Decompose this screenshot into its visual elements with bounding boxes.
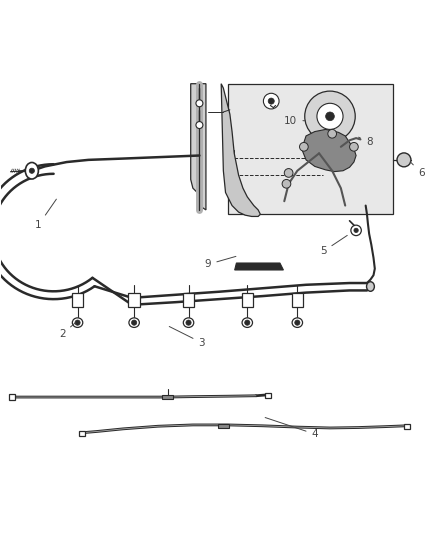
Polygon shape (221, 84, 260, 216)
Ellipse shape (25, 163, 39, 179)
Text: 5: 5 (320, 236, 347, 256)
Circle shape (186, 320, 191, 325)
Text: 10: 10 (284, 116, 305, 126)
Circle shape (354, 228, 358, 232)
Circle shape (196, 100, 203, 107)
Ellipse shape (184, 318, 194, 327)
Bar (228, 84, 393, 214)
Ellipse shape (72, 318, 83, 327)
Bar (292, 293, 303, 306)
Circle shape (295, 320, 300, 325)
Ellipse shape (292, 318, 303, 327)
Circle shape (351, 225, 361, 236)
Circle shape (350, 142, 358, 151)
Ellipse shape (129, 318, 139, 327)
Circle shape (397, 153, 411, 167)
Ellipse shape (242, 318, 253, 327)
Text: 8: 8 (359, 137, 372, 148)
Bar (404, 424, 410, 429)
Bar (9, 394, 15, 400)
Bar (183, 293, 194, 306)
Text: 4: 4 (265, 417, 318, 439)
Bar (128, 293, 140, 306)
Circle shape (263, 93, 279, 109)
Bar (242, 293, 253, 306)
Polygon shape (302, 130, 356, 172)
Text: 1: 1 (35, 199, 57, 230)
Circle shape (300, 142, 308, 151)
Circle shape (284, 168, 293, 177)
Text: 9: 9 (205, 256, 236, 269)
Circle shape (196, 122, 203, 128)
Bar (218, 424, 229, 428)
Bar (79, 431, 85, 436)
Circle shape (29, 168, 35, 173)
Ellipse shape (367, 282, 374, 292)
Circle shape (328, 130, 336, 138)
Polygon shape (235, 263, 283, 270)
Circle shape (131, 320, 137, 325)
Polygon shape (191, 84, 206, 210)
Circle shape (325, 112, 334, 120)
Text: 3: 3 (169, 327, 205, 348)
Text: 6: 6 (410, 162, 425, 178)
Circle shape (245, 320, 250, 325)
Circle shape (268, 98, 274, 104)
Bar (72, 293, 83, 306)
Circle shape (305, 91, 355, 142)
Circle shape (317, 103, 343, 130)
Bar (265, 393, 271, 398)
Circle shape (282, 180, 291, 188)
Text: 2: 2 (59, 322, 75, 339)
Circle shape (75, 320, 80, 325)
Bar (162, 395, 173, 399)
